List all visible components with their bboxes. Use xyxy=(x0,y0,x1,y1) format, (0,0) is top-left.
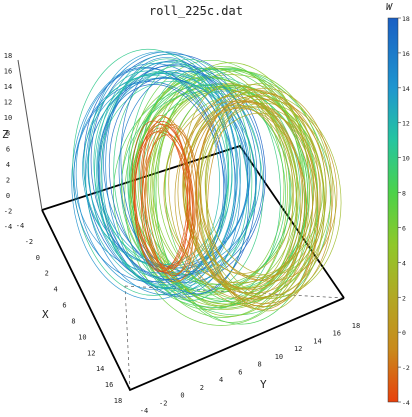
colorbar-tick-label: 4 xyxy=(402,259,406,267)
x-tick-label: 2 xyxy=(45,270,49,278)
roll-curve xyxy=(148,65,304,309)
roll-curve xyxy=(139,68,281,303)
z-axis-line xyxy=(17,59,43,211)
roll-curve xyxy=(184,104,294,290)
roll-curve xyxy=(183,83,301,301)
axes-layer xyxy=(17,59,345,391)
x-tick-label: 18 xyxy=(114,397,122,405)
roll-curve xyxy=(141,134,190,269)
colorbar-label: W xyxy=(386,2,393,13)
colorbar: W -4 -2 0 2 4 6 8 10 12 14 16 18 xyxy=(386,2,410,407)
z-tick-label: 8 xyxy=(6,130,10,138)
x-tick-label: 4 xyxy=(54,286,58,294)
y-tick-label: 14 xyxy=(313,337,321,345)
colorbar-gradient xyxy=(387,17,399,403)
colorbar-tick-label: -4 xyxy=(402,399,410,407)
x-gridline xyxy=(124,285,131,391)
y-tick-label: 18 xyxy=(352,322,360,330)
y-tick-label: -2 xyxy=(159,399,167,407)
colorbar-tick-label: 14 xyxy=(402,85,410,93)
colorbar-tick-label: 8 xyxy=(402,190,406,198)
roll-curve xyxy=(96,53,241,290)
roll-curve xyxy=(120,60,250,295)
z-tick-label: 16 xyxy=(4,68,12,76)
z-axis-label: Z xyxy=(2,128,9,141)
roll-curve xyxy=(135,130,194,269)
z-tick-label: -4 xyxy=(4,223,12,231)
z-tick-label: 2 xyxy=(6,176,10,184)
roll-curve xyxy=(105,57,241,296)
y-tick-label: 0 xyxy=(180,392,184,400)
roll-curve xyxy=(88,70,221,278)
front-frame xyxy=(41,209,345,392)
roll-curve xyxy=(150,84,315,290)
roll-curve xyxy=(108,76,237,277)
colorbar-tick-label: 0 xyxy=(402,329,406,337)
roll-curve xyxy=(87,78,249,269)
x-axis-label: X xyxy=(42,308,49,321)
x-tick-label: 10 xyxy=(78,333,86,341)
colorbar-tick-label: 18 xyxy=(402,15,410,23)
y-tick-label: 6 xyxy=(238,368,242,376)
colorbar-tick-label: 6 xyxy=(402,224,406,232)
z-tick-label: 10 xyxy=(4,114,12,122)
roll-curve xyxy=(182,95,298,293)
roll-curve xyxy=(100,58,229,286)
y-tick-label: 2 xyxy=(200,384,204,392)
roll-curve xyxy=(132,77,290,311)
roll-curve xyxy=(207,93,321,311)
roll-curves xyxy=(71,48,342,326)
roll-curve xyxy=(198,101,305,281)
y-tick-label: 8 xyxy=(258,361,262,369)
chart-title: roll_225c.dat xyxy=(149,4,243,18)
x-tick-label: -2 xyxy=(25,238,33,246)
x-tick-label: 6 xyxy=(62,302,66,310)
colorbar-tick-label: -2 xyxy=(402,364,410,372)
x-tick-label: 0 xyxy=(36,254,40,262)
x-tick-label: 14 xyxy=(96,365,104,373)
roll-curve xyxy=(205,83,310,309)
roll-curve xyxy=(71,63,236,300)
back-frame-edge xyxy=(41,144,345,299)
x-tick-label: 16 xyxy=(105,381,113,389)
z-tick-label: 6 xyxy=(6,145,10,153)
x-tick-label: -4 xyxy=(16,222,24,230)
colorbar-tick-label: 10 xyxy=(402,155,410,163)
roll-curve xyxy=(152,85,299,290)
roll-curve xyxy=(199,112,322,279)
roll-curve xyxy=(144,123,197,270)
roll-curve xyxy=(177,89,327,294)
z-tick-label: -2 xyxy=(4,207,12,215)
y-tick-label: 12 xyxy=(294,345,302,353)
y-tick-label: -4 xyxy=(140,407,148,413)
roll-curve xyxy=(101,61,233,281)
colorbar-tick-label: 16 xyxy=(402,50,410,58)
y-axis-label: Y xyxy=(260,378,267,391)
y-tick-label: 16 xyxy=(333,330,341,338)
y-tick-label: 4 xyxy=(219,376,223,384)
x-tick-label: 12 xyxy=(87,349,95,357)
z-tick-label: 4 xyxy=(6,161,10,169)
z-tick-label: 12 xyxy=(4,99,12,107)
y-tick-label: 10 xyxy=(275,353,283,361)
roll-curve xyxy=(204,106,325,276)
roll-curve xyxy=(134,121,188,272)
x-tick-label: 8 xyxy=(71,317,75,325)
colorbar-tick-label: 12 xyxy=(402,120,410,128)
roll-curve xyxy=(127,58,253,301)
floor-frame-edge xyxy=(41,209,345,392)
roll-curve xyxy=(130,84,286,294)
z-tick-label: 18 xyxy=(4,52,12,60)
z-tick-label: 0 xyxy=(6,192,10,200)
z-tick-label: 14 xyxy=(4,83,12,91)
colorbar-tick-label: 2 xyxy=(402,294,406,302)
colorbar-ticks: -4 -2 0 2 4 6 8 10 12 14 16 18 xyxy=(398,15,410,407)
